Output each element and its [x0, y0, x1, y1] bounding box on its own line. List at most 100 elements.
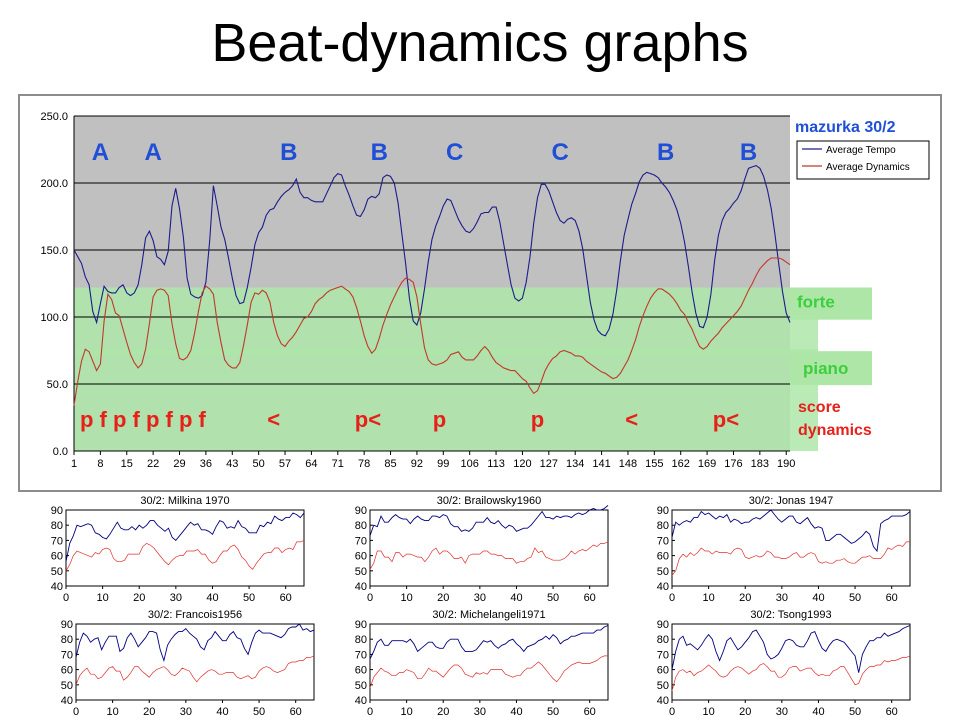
mini-chart-2: 30/2: Brailowsky1960 40 50 60 70 80 90 0 10 20 30 4… [334, 492, 612, 604]
x-tick-label: 141 [592, 458, 610, 470]
mini-y-tick-label: 90 [657, 505, 669, 517]
mini-y-tick-label: 50 [51, 566, 63, 578]
mini-x-tick-label: 0 [669, 592, 675, 604]
x-tick-label: 155 [645, 458, 663, 470]
mini-plot-area [369, 623, 609, 701]
mini-y-tick-label: 80 [355, 634, 367, 646]
y-tick-label: 0.0 [53, 446, 68, 458]
mini-x-tick-label: 20 [133, 592, 145, 604]
mini-x-tick-label: 60 [280, 592, 292, 604]
mini-y-tick-label: 40 [61, 695, 73, 707]
series-line-tempo [73, 164, 791, 337]
mini-tempo-line [369, 505, 609, 536]
mini-y-tick-label: 70 [61, 649, 73, 661]
mini-y-tick-label: 40 [355, 695, 367, 707]
y-tick-label: 100.0 [40, 312, 68, 324]
score-dynamics-mark: p [531, 407, 544, 432]
piano-label-box [790, 351, 872, 386]
band-piano [74, 349, 818, 451]
mini-y-tick-label: 70 [657, 649, 669, 661]
mini-y-tick-label: 70 [657, 535, 669, 547]
score-dynamics-mark: p [433, 407, 446, 432]
x-tick-label: 71 [332, 458, 344, 470]
y-tick-label: 150.0 [40, 245, 68, 257]
x-tick-label: 99 [437, 458, 449, 470]
mini-y-tick-label: 90 [61, 619, 73, 631]
mini-plot-area [369, 509, 609, 587]
mini-y-tick-label: 50 [355, 680, 367, 692]
mini-x-tick-label: 50 [253, 706, 265, 718]
mini-x-tick-label: 60 [886, 706, 898, 718]
x-tick-label: 134 [566, 458, 584, 470]
y-tick-label: 200.0 [40, 178, 68, 190]
mini-tempo-line [671, 625, 911, 673]
mini-y-tick-label: 70 [51, 535, 63, 547]
x-tick-label: 22 [147, 458, 159, 470]
mini-x-tick-label: 0 [63, 592, 69, 604]
mini-plot-area [75, 623, 315, 701]
x-tick-label: 148 [619, 458, 637, 470]
x-tick-label: 190 [777, 458, 795, 470]
mini-y-tick-label: 70 [355, 535, 367, 547]
section-label: C [446, 139, 463, 166]
mini-x-tick-label: 10 [96, 592, 108, 604]
y-tick-label: 250.0 [40, 111, 68, 123]
mini-x-tick-label: 50 [243, 592, 255, 604]
score-dynamics-mark: p< [713, 407, 739, 432]
band-forte [74, 287, 818, 355]
mini-x-tick-label: 20 [437, 706, 449, 718]
mini-x-tick-label: 0 [367, 592, 373, 604]
mini-x-tick-label: 30 [474, 706, 486, 718]
mini-x-tick-label: 50 [547, 592, 559, 604]
x-tick-label: 43 [226, 458, 238, 470]
mini-y-tick-label: 50 [657, 680, 669, 692]
mini-chart-title: 30/2: Brailowsky1960 [437, 495, 542, 507]
section-label: B [740, 139, 757, 166]
section-label: B [657, 139, 674, 166]
score-dynamics-mark: p< [355, 407, 381, 432]
mini-chart-1: 30/2: Milkina 1970 40 50 60 70 80 90 0 10 20 30 40 5… [30, 492, 308, 604]
mini-y-tick-label: 60 [657, 665, 669, 677]
mini-y-tick-label: 80 [657, 634, 669, 646]
x-tick-label: 162 [672, 458, 690, 470]
section-label: B [371, 139, 388, 166]
section-label: A [144, 139, 161, 166]
x-tick-label: 50 [253, 458, 265, 470]
mini-y-tick-label: 80 [61, 634, 73, 646]
mini-x-tick-label: 0 [669, 706, 675, 718]
mini-chart-title: 30/2: Michelangeli1971 [432, 609, 545, 621]
score-dynamics-mark: < [267, 407, 280, 432]
mini-plot-area [671, 623, 911, 701]
mini-tempo-line [65, 512, 305, 562]
mini-dynamics-line [671, 655, 911, 691]
mini-y-tick-label: 60 [355, 665, 367, 677]
mini-chart-title: 30/2: Francois1956 [148, 609, 242, 621]
x-tick-label: 120 [513, 458, 531, 470]
legend-entry: Average Dynamics [826, 162, 910, 173]
x-tick-label: 29 [173, 458, 185, 470]
y-tick-label: 50.0 [47, 379, 68, 391]
mini-x-tick-label: 30 [776, 706, 788, 718]
mini-chart-title: 30/2: Milkina 1970 [140, 495, 229, 507]
mini-tempo-line [75, 623, 315, 663]
mini-chart-title: 30/2: Tsong1993 [750, 609, 831, 621]
mini-y-tick-label: 80 [355, 520, 367, 532]
x-tick-label: 92 [411, 458, 423, 470]
mini-x-tick-label: 40 [510, 592, 522, 604]
mini-plot-area [65, 509, 305, 587]
mini-x-tick-label: 60 [290, 706, 302, 718]
mini-y-tick-label: 90 [355, 619, 367, 631]
mini-y-tick-label: 40 [657, 581, 669, 593]
mini-x-tick-label: 60 [886, 592, 898, 604]
x-tick-label: 1 [71, 458, 77, 470]
mini-y-tick-label: 90 [657, 619, 669, 631]
mini-x-tick-label: 10 [702, 706, 714, 718]
mini-dynamics-line [65, 540, 305, 571]
section-label: A [92, 139, 109, 166]
mini-x-tick-label: 60 [584, 592, 596, 604]
x-tick-label: 15 [121, 458, 133, 470]
mini-y-tick-label: 40 [355, 581, 367, 593]
mini-chart-title: 30/2: Jonas 1947 [749, 495, 833, 507]
mini-dynamics-line [671, 541, 910, 576]
x-tick-label: 127 [540, 458, 558, 470]
